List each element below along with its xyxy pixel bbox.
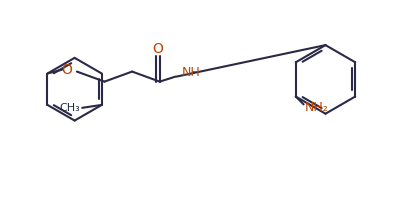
Text: CH₃: CH₃ [59, 103, 80, 113]
Text: O: O [152, 42, 163, 56]
Text: O: O [62, 63, 72, 77]
Text: NH₂: NH₂ [304, 101, 328, 114]
Text: NH: NH [181, 66, 200, 79]
